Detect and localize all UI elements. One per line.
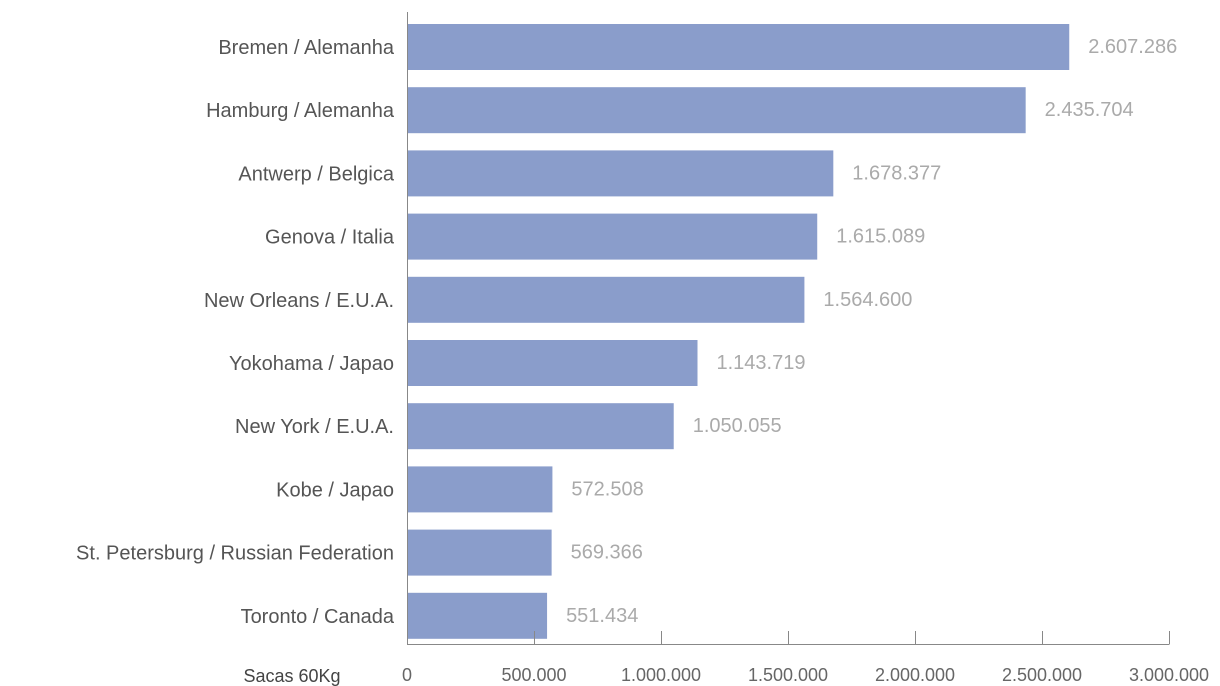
- value-label: 1.615.089: [836, 226, 925, 248]
- x-tick-label: 500.000: [501, 665, 566, 685]
- category-labels-group: Bremen / Alemanha Hamburg / Alemanha Antwe…: [76, 37, 395, 628]
- category-label: Toronto / Canada: [241, 606, 395, 628]
- category-label: St. Petersburg / Russian Federation: [76, 543, 394, 565]
- bar: [408, 24, 1070, 70]
- bar: [408, 213, 818, 260]
- value-label: 2.435.704: [1045, 99, 1134, 121]
- x-tick-label: 0: [402, 665, 412, 685]
- category-label: Genova / Italia: [265, 227, 395, 249]
- value-label: 551.434: [566, 605, 638, 627]
- axes-group: [407, 12, 1170, 645]
- category-label: Antwerp / Belgica: [238, 163, 395, 185]
- x-ticks-group: 0 500.000 1.000.000 1.500.000 2.000.000 2.500…: [402, 631, 1209, 685]
- value-label: 2.607.286: [1088, 36, 1177, 58]
- value-label: 1.050.055: [693, 415, 782, 437]
- x-tick-label: 3.000.000: [1129, 665, 1209, 685]
- value-label: 1.143.719: [717, 352, 806, 374]
- bars-group: [408, 24, 1070, 639]
- value-labels-group: 2.607.286 2.435.704 1.678.377 1.615.089 1.56…: [566, 36, 1177, 627]
- category-label: New Orleans / E.U.A.: [204, 290, 394, 312]
- category-label: Yokohama / Japao: [229, 353, 394, 375]
- bar: [408, 529, 552, 576]
- category-label: Kobe / Japao: [276, 479, 394, 501]
- value-label: 1.564.600: [823, 289, 912, 311]
- bar: [408, 592, 548, 639]
- bar: [408, 150, 834, 197]
- x-tick-label: 2.500.000: [1002, 665, 1082, 685]
- bar: [408, 276, 805, 323]
- category-label: Hamburg / Alemanha: [206, 100, 395, 122]
- value-label: 572.508: [571, 478, 643, 500]
- x-tick-label: 1.500.000: [748, 665, 828, 685]
- bar: [408, 87, 1026, 134]
- bar: [408, 403, 674, 450]
- x-tick-label: 1.000.000: [621, 665, 701, 685]
- bar: [408, 466, 553, 513]
- value-label: 569.366: [571, 542, 643, 564]
- x-axis-label: Sacas 60Kg: [243, 666, 340, 686]
- value-label: 1.678.377: [852, 162, 941, 184]
- x-tick-label: 2.000.000: [875, 665, 955, 685]
- category-label: Bremen / Alemanha: [218, 37, 395, 59]
- bar: [408, 340, 698, 386]
- category-label: New York / E.U.A.: [235, 416, 394, 438]
